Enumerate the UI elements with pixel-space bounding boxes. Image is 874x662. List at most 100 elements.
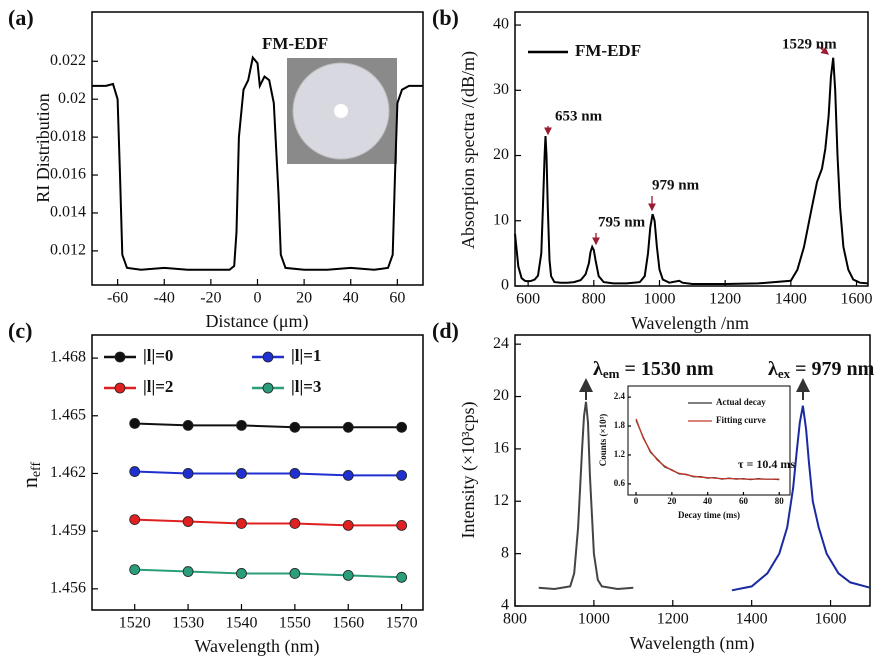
plot-frame — [627, 385, 791, 496]
x-tick-label: 1570 — [386, 615, 418, 632]
annotation-subscript: em — [603, 366, 620, 381]
y-tick-label: 1.465 — [50, 406, 86, 423]
x-tick-label: 1400 — [775, 291, 807, 308]
annotation: 795 nm — [598, 214, 646, 230]
data-point — [289, 568, 301, 579]
data-point — [236, 468, 247, 479]
legend-marker — [262, 382, 274, 394]
y-tick-label: 0.016 — [50, 166, 86, 183]
y-tick-label: 0 — [501, 277, 509, 294]
legend-label: |l|=0 — [143, 346, 173, 365]
data-line — [134, 518, 402, 527]
plot-frame — [91, 334, 424, 611]
y-tick-label: 10 — [493, 211, 509, 228]
legend-label: |l|=1 — [291, 346, 321, 365]
data-line — [134, 470, 402, 477]
data-point — [129, 466, 141, 477]
data-point — [236, 419, 247, 431]
data-line — [134, 422, 402, 429]
x-tick-label: 600 — [516, 291, 540, 308]
x-tick-label: 1560 — [332, 615, 364, 632]
y-tick-label: 0.012 — [50, 242, 86, 259]
y-tick-label: 1.2 — [614, 449, 626, 459]
x-tick-label: 1600 — [841, 291, 873, 308]
y-tick-label: 0.014 — [50, 204, 86, 221]
annotation: τ = 10.4 ms — [738, 457, 795, 471]
panel-label: (b) — [432, 5, 459, 30]
y-axis-label: Intensity (×10³cps) — [458, 401, 479, 538]
data-line — [538, 401, 634, 591]
data-point — [289, 518, 301, 529]
data-point — [342, 569, 354, 581]
annotation-text: = 979 nm — [790, 358, 874, 380]
y-axis-label: neff — [17, 462, 44, 489]
x-tick-label: 80 — [775, 496, 785, 506]
y-tick-label: 12 — [493, 492, 509, 509]
x-tick-label: -40 — [154, 290, 175, 307]
x-tick-label: 800 — [503, 611, 527, 628]
x-tick-label: 0 — [254, 290, 262, 307]
y-tick-label: 4 — [501, 597, 509, 614]
panel-label: (d) — [432, 318, 459, 343]
annotation-subscript: ex — [778, 366, 791, 381]
x-tick-label: 0 — [634, 496, 639, 506]
annotation: 1529 nm — [782, 36, 837, 52]
data-point — [396, 571, 408, 583]
y-tick-label: 40 — [493, 16, 509, 33]
data-point — [182, 566, 194, 577]
annotation: 979 nm — [652, 177, 700, 193]
data-point — [342, 469, 354, 481]
y-tick-label: 0.02 — [58, 90, 86, 107]
annotation-symbol: λ — [593, 358, 603, 380]
x-tick-label: 800 — [582, 291, 606, 308]
x-tick-label: 40 — [703, 496, 713, 506]
data-point — [129, 514, 141, 526]
x-tick-label: 1400 — [736, 611, 768, 628]
panel-label: (a) — [8, 5, 34, 30]
x-tick-label: 40 — [343, 290, 359, 307]
data-point — [129, 418, 141, 429]
y-tick-label: 20 — [493, 146, 509, 163]
y-axis-label: Absorption spectra /(dB/m) — [458, 51, 479, 249]
data-point — [342, 421, 354, 433]
legend-label: Fitting curve — [716, 415, 766, 425]
y-tick-label: 30 — [493, 81, 509, 98]
x-tick-label: 1000 — [643, 291, 675, 308]
data-line — [514, 57, 869, 285]
y-tick-label: 8 — [501, 544, 509, 561]
y-tick-label: 1.468 — [50, 349, 86, 366]
fiber-photo — [287, 58, 397, 164]
legend-marker — [262, 351, 274, 363]
y-axis-label-main: n — [17, 477, 42, 488]
arrows — [544, 45, 830, 400]
x-axis-label: Wavelength (nm) — [629, 633, 754, 654]
data-line — [731, 405, 871, 592]
annotation-symbol: λ — [768, 358, 778, 380]
x-axis-label: Wavelength /nm — [631, 313, 749, 333]
inset-background — [628, 386, 790, 495]
data-point — [289, 468, 301, 479]
y-tick-label: 2.4 — [614, 391, 626, 401]
legend-marker — [114, 351, 126, 363]
y-axis-label-subscript: eff — [29, 462, 44, 478]
x-tick-label: 20 — [667, 496, 677, 506]
x-tick-label: 60 — [389, 290, 405, 307]
x-tick-label: 1200 — [657, 611, 689, 628]
plot-frame — [514, 334, 871, 607]
data-point — [182, 468, 194, 479]
x-tick-label: 1000 — [578, 611, 610, 628]
y-tick-label: 0.6 — [614, 478, 626, 488]
x-tick-label: 1540 — [225, 615, 257, 632]
x-axis-label: Wavelength (nm) — [194, 636, 319, 657]
panel-label: (c) — [8, 318, 32, 343]
legend-label: Actual decay — [716, 397, 766, 407]
annotation: FM-EDF — [262, 34, 328, 53]
data-point — [396, 519, 408, 531]
data-point — [396, 421, 408, 433]
y-tick-label: 1.462 — [50, 464, 86, 481]
annotation-text: = 1530 nm — [619, 358, 714, 380]
data-point — [396, 469, 408, 481]
data-point — [236, 568, 247, 579]
plot-frame — [514, 11, 869, 287]
